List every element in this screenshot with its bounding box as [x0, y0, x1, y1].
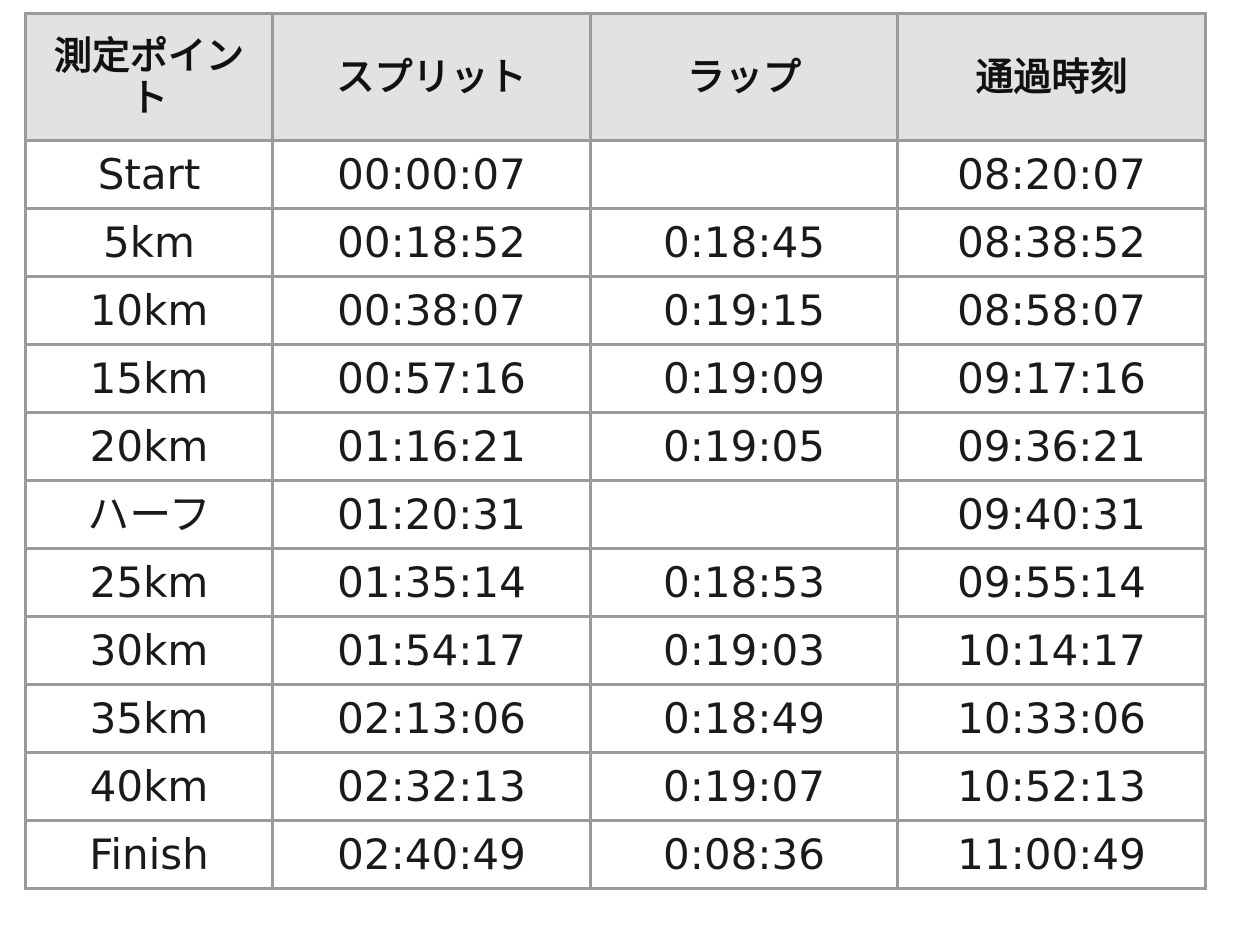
- table-row: Start 00:00:07 08:20:07: [24, 139, 1207, 210]
- cell-point: 10km: [24, 275, 274, 346]
- cell-passing-time: 10:33:06: [896, 683, 1207, 754]
- cell-passing-time: 08:20:07: [896, 139, 1207, 210]
- cell-point: 25km: [24, 547, 274, 618]
- cell-passing-time: 08:58:07: [896, 275, 1207, 346]
- table-row: 20km 01:16:21 0:19:05 09:36:21: [24, 411, 1207, 482]
- cell-split: 02:40:49: [271, 819, 592, 890]
- header-row: 測定ポイント スプリット ラップ 通過時刻: [24, 12, 1207, 142]
- cell-lap: 0:19:07: [589, 751, 899, 822]
- cell-lap: [589, 139, 899, 210]
- cell-lap: 0:08:36: [589, 819, 899, 890]
- cell-lap: 0:19:09: [589, 343, 899, 414]
- cell-split: 02:32:13: [271, 751, 592, 822]
- cell-point: 30km: [24, 615, 274, 686]
- header-measurement-point: 測定ポイント: [24, 12, 274, 142]
- cell-lap: 0:19:15: [589, 275, 899, 346]
- cell-split: 01:54:17: [271, 615, 592, 686]
- table-row: 15km 00:57:16 0:19:09 09:17:16: [24, 343, 1207, 414]
- cell-split: 02:13:06: [271, 683, 592, 754]
- table-row: ハーフ 01:20:31 09:40:31: [24, 479, 1207, 550]
- header-split: スプリット: [271, 12, 592, 142]
- cell-point: ハーフ: [24, 479, 274, 550]
- table-row: 10km 00:38:07 0:19:15 08:58:07: [24, 275, 1207, 346]
- table-row: 5km 00:18:52 0:18:45 08:38:52: [24, 207, 1207, 278]
- cell-passing-time: 09:36:21: [896, 411, 1207, 482]
- cell-lap: 0:18:45: [589, 207, 899, 278]
- cell-lap: 0:18:53: [589, 547, 899, 618]
- cell-split: 00:18:52: [271, 207, 592, 278]
- cell-split: 01:16:21: [271, 411, 592, 482]
- header-passing-time: 通過時刻: [896, 12, 1207, 142]
- cell-point: 20km: [24, 411, 274, 482]
- split-times-table: 測定ポイント スプリット ラップ 通過時刻 Start 00:00:07 08:…: [24, 12, 1207, 890]
- table-row: 35km 02:13:06 0:18:49 10:33:06: [24, 683, 1207, 754]
- cell-point: 5km: [24, 207, 274, 278]
- cell-lap: 0:19:03: [589, 615, 899, 686]
- cell-passing-time: 09:55:14: [896, 547, 1207, 618]
- table-header: 測定ポイント スプリット ラップ 通過時刻: [24, 12, 1207, 142]
- cell-passing-time: 10:14:17: [896, 615, 1207, 686]
- cell-passing-time: 08:38:52: [896, 207, 1207, 278]
- cell-point: Finish: [24, 819, 274, 890]
- table-row: Finish 02:40:49 0:08:36 11:00:49: [24, 819, 1207, 890]
- cell-point: Start: [24, 139, 274, 210]
- table-row: 30km 01:54:17 0:19:03 10:14:17: [24, 615, 1207, 686]
- cell-lap: 0:18:49: [589, 683, 899, 754]
- cell-split: 00:57:16: [271, 343, 592, 414]
- cell-passing-time: 09:40:31: [896, 479, 1207, 550]
- cell-passing-time: 09:17:16: [896, 343, 1207, 414]
- table-body: Start 00:00:07 08:20:07 5km 00:18:52 0:1…: [24, 139, 1207, 890]
- table-row: 25km 01:35:14 0:18:53 09:55:14: [24, 547, 1207, 618]
- cell-split: 01:35:14: [271, 547, 592, 618]
- cell-passing-time: 10:52:13: [896, 751, 1207, 822]
- cell-point: 40km: [24, 751, 274, 822]
- table-row: 40km 02:32:13 0:19:07 10:52:13: [24, 751, 1207, 822]
- header-lap: ラップ: [589, 12, 899, 142]
- cell-point: 35km: [24, 683, 274, 754]
- cell-lap: 0:19:05: [589, 411, 899, 482]
- cell-split: 00:00:07: [271, 139, 592, 210]
- cell-passing-time: 11:00:49: [896, 819, 1207, 890]
- cell-point: 15km: [24, 343, 274, 414]
- cell-lap: [589, 479, 899, 550]
- cell-split: 00:38:07: [271, 275, 592, 346]
- cell-split: 01:20:31: [271, 479, 592, 550]
